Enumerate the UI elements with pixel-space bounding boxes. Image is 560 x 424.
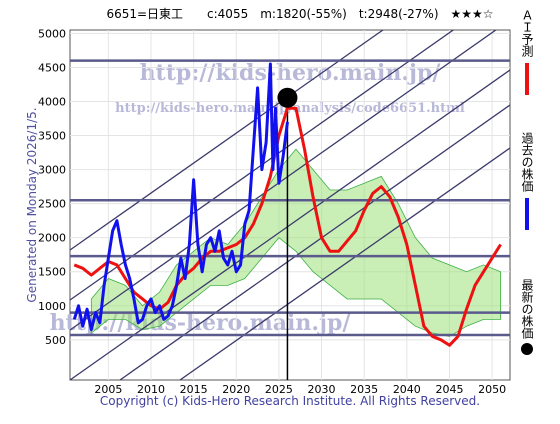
legend-swatch bbox=[525, 63, 529, 95]
band bbox=[90, 148, 502, 337]
x-tick-label: 2020 bbox=[222, 383, 250, 396]
x-tick-label: 2010 bbox=[137, 383, 165, 396]
watermarks: http://kids-hero.main.jp/http://kids-her… bbox=[50, 60, 465, 336]
legend-swatch bbox=[525, 198, 529, 230]
latest-marker bbox=[277, 87, 298, 108]
x-tick-label: 2015 bbox=[180, 383, 208, 396]
legend-label: 最新の株価 bbox=[520, 279, 534, 339]
y-tick-label: 500 bbox=[45, 334, 66, 347]
side-note: Generated on Monday 2026/1/5. bbox=[25, 107, 39, 302]
x-tick-label: 2025 bbox=[265, 383, 293, 396]
x-tick-label: 2030 bbox=[308, 383, 336, 396]
series-line bbox=[73, 106, 502, 347]
x-tick-label: 2035 bbox=[350, 383, 378, 396]
legend-swatch bbox=[521, 343, 533, 355]
y-tick-label: 2000 bbox=[38, 232, 66, 245]
y-tick-label: 5000 bbox=[38, 27, 66, 40]
x-tick-label: 2045 bbox=[435, 383, 463, 396]
footer: Copyright (c) Kids-Hero Research Institu… bbox=[100, 394, 480, 408]
x-tick-label: 2005 bbox=[94, 383, 122, 396]
channel-line bbox=[70, 30, 497, 331]
channel-line bbox=[70, 30, 385, 251]
chart-title: 6651=日東工 c:4055 m:1820(-55%) t:2948(-27%… bbox=[106, 7, 493, 21]
lines bbox=[72, 62, 502, 347]
y-tick-label: 3000 bbox=[38, 164, 66, 177]
watermark: http://kids-hero.main.jp/ bbox=[140, 60, 442, 86]
series-line bbox=[72, 62, 289, 332]
legend-label: ＡＩ予測 bbox=[520, 9, 534, 58]
channel-line bbox=[179, 147, 510, 380]
y-tick-label: 1000 bbox=[38, 300, 66, 313]
y-tick-label: 4500 bbox=[38, 61, 66, 74]
y-tick-label: 2500 bbox=[38, 198, 66, 211]
legend-label: 過去の株価 bbox=[520, 132, 534, 192]
x-tick-label: 2040 bbox=[393, 383, 421, 396]
y-tick-label: 1500 bbox=[38, 266, 66, 279]
y-tick-label: 3500 bbox=[38, 130, 66, 143]
forecast-band bbox=[90, 148, 502, 337]
channel-line bbox=[70, 30, 455, 301]
y-tick-label: 4000 bbox=[38, 95, 66, 108]
channel-line bbox=[70, 69, 510, 380]
x-tick-label: 2050 bbox=[478, 383, 506, 396]
